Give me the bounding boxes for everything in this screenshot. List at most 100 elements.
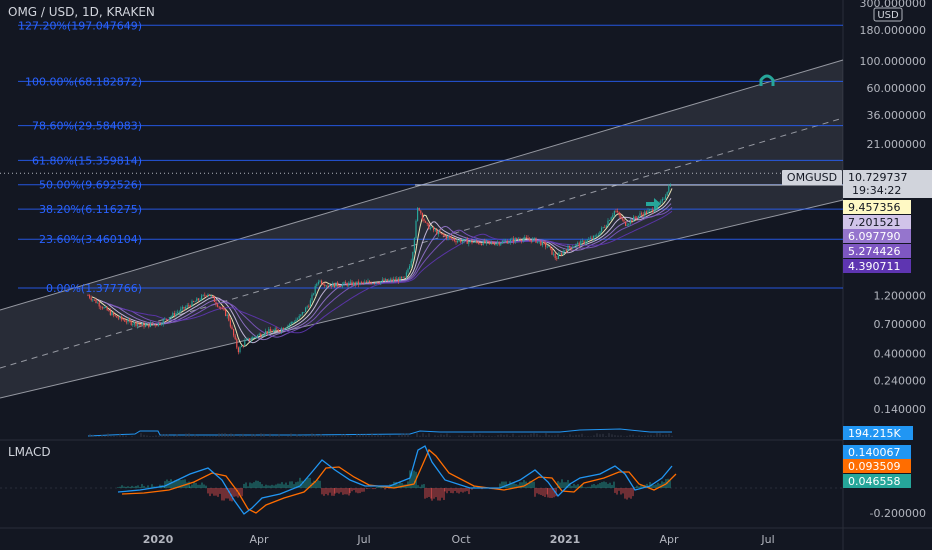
candle-body (233, 329, 235, 336)
candle-body (258, 333, 260, 336)
candle-body (511, 238, 513, 240)
candle-body (106, 307, 108, 311)
candle-body (378, 283, 380, 284)
lmacd-pane (0, 445, 843, 515)
candle-body (549, 246, 551, 249)
candle-body (665, 195, 667, 199)
candle-body (389, 279, 391, 281)
candle-body (293, 321, 295, 323)
candle-body (453, 238, 455, 241)
candle-body (365, 281, 367, 283)
candle-body (615, 210, 617, 212)
candle-body (325, 285, 327, 287)
price-tick: 21.000000 (867, 138, 927, 151)
candle-body (321, 280, 323, 284)
candle-body (109, 310, 111, 316)
candle-body (354, 282, 356, 285)
price-tick: 36.000000 (867, 109, 927, 122)
candle-body (631, 219, 633, 222)
ma-label-bg (843, 244, 911, 258)
candle-body (637, 215, 639, 219)
arrow-right-icon (646, 198, 661, 210)
candle-body (460, 240, 462, 243)
candle-body (653, 210, 655, 212)
candle-body (297, 318, 299, 320)
candle-body (498, 242, 500, 245)
candle-body (402, 276, 404, 278)
candle-body (265, 331, 267, 335)
candle-body (332, 283, 334, 287)
candle-body (562, 251, 564, 255)
candle-body (479, 243, 481, 245)
candle-body (545, 242, 547, 247)
candle-body (181, 306, 183, 309)
price-tick: 60.000000 (867, 82, 927, 95)
candle-body (639, 213, 641, 216)
candle-body (130, 321, 132, 325)
candle-body (594, 235, 596, 237)
candle-body (397, 278, 399, 282)
candle-body (204, 294, 206, 296)
candle-body (97, 302, 99, 304)
candle-body (391, 279, 393, 282)
candle-body (628, 223, 630, 225)
candle-body (500, 243, 502, 245)
candle-body (623, 219, 625, 222)
candle-body (620, 215, 622, 219)
candle-body (287, 325, 289, 328)
lmacd-label-bg (843, 445, 911, 459)
candle-body (199, 299, 201, 301)
candle-body (105, 307, 107, 308)
candle-body (129, 319, 131, 322)
candle-body (607, 220, 609, 226)
candle-body (642, 214, 644, 216)
time-axis[interactable]: 2020 Apr Jul Oct 2021 Apr Jul (143, 533, 775, 546)
candle-body (313, 293, 315, 295)
candle-body (383, 279, 385, 282)
candle-body (231, 326, 233, 330)
candle-body (573, 246, 575, 248)
candle-body (465, 239, 467, 240)
candle-body (173, 313, 175, 316)
candle-body (621, 218, 623, 220)
candle-body (524, 237, 526, 240)
candle-body (610, 217, 612, 221)
candle-body (165, 318, 167, 320)
candle-body (415, 220, 417, 239)
candle-body (343, 282, 345, 285)
candle-body (111, 312, 113, 316)
candle-body (257, 335, 259, 338)
candle-body (551, 248, 553, 255)
fib-label: 23.60%(3.460104) (39, 233, 142, 246)
candle-body (381, 279, 383, 282)
candle-body (530, 239, 532, 242)
candle-body (641, 213, 643, 215)
candle-body (548, 246, 550, 248)
candle-body (151, 323, 153, 325)
lmacd-title[interactable]: LMACD (8, 445, 51, 459)
candle-body (245, 339, 247, 341)
symbol-title[interactable]: OMG / USD, 1D, KRAKEN (8, 5, 155, 19)
candle-body (644, 211, 646, 216)
candle-body (668, 186, 670, 193)
price-axis[interactable]: 300.000000 180.000000 100.000000 60.000000 3… (860, 0, 926, 520)
candle-body (212, 295, 214, 297)
candle-body (396, 278, 398, 281)
candle-body (506, 240, 508, 244)
candle-body (156, 325, 158, 327)
candle-body (186, 305, 188, 308)
candle-body (538, 241, 540, 243)
candle-body (482, 240, 484, 245)
candle-body (476, 240, 478, 243)
candle-body (599, 231, 601, 235)
candle-body (514, 238, 516, 242)
candle-body (193, 301, 195, 302)
time-tick: Apr (659, 533, 679, 546)
candle-body (271, 330, 273, 332)
candle-body (413, 238, 415, 253)
candle-body (447, 236, 449, 239)
candle-body (183, 306, 185, 309)
candle-body (593, 235, 595, 239)
channel-lower (0, 199, 844, 399)
